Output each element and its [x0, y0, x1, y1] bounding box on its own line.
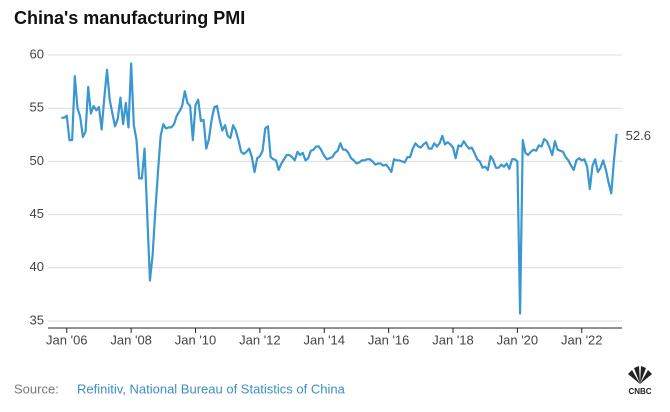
x-tick-label: Jan '12: [239, 332, 281, 347]
x-tick-label: Jan '08: [110, 332, 152, 347]
y-tick-label: 60: [30, 46, 44, 61]
y-tick-label: 35: [30, 312, 44, 327]
chart-title: China's manufacturing PMI: [14, 8, 245, 28]
y-tick-label: 55: [30, 100, 44, 115]
source: Refinitiv, National Bureau of Statistics…: [77, 381, 346, 396]
source-label: Source:: [14, 381, 59, 396]
y-tick-label: 50: [30, 153, 44, 168]
x-tick-label: Jan '06: [46, 332, 88, 347]
logo: CNBC: [628, 366, 652, 396]
y-tick-label: 40: [30, 259, 44, 274]
y-tick-label: 45: [30, 206, 44, 221]
line: [61, 62, 618, 315]
x-tick-label: Jan '10: [175, 332, 217, 347]
x-tick-label: Jan '14: [304, 332, 346, 347]
x-tick-label: Jan '18: [432, 332, 474, 347]
x-tick-label: Jan '22: [561, 332, 603, 347]
logo-text: CNBC: [628, 387, 651, 396]
x-tick-label: Jan '16: [368, 332, 410, 347]
end-label: 52.6: [626, 128, 651, 143]
x-tick-label: Jan '20: [497, 332, 539, 347]
